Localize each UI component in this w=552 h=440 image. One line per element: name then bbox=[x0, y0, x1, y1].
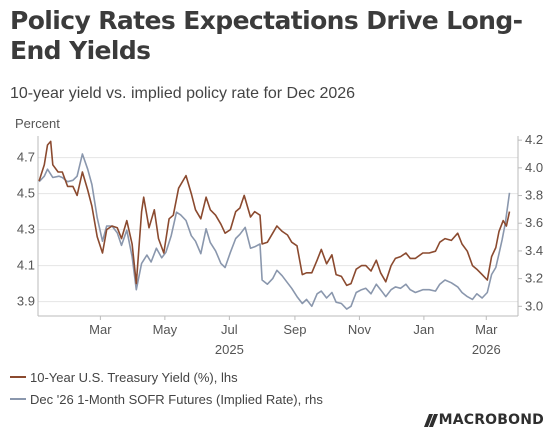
x-tick-label: Jan bbox=[413, 322, 434, 337]
year-label: 2026 bbox=[472, 342, 501, 357]
legend: 10-Year U.S. Treasury Yield (%), lhs Dec… bbox=[10, 366, 323, 410]
x-tick-label: Sep bbox=[283, 322, 306, 337]
chart-subtitle: 10-year yield vs. implied policy rate fo… bbox=[10, 85, 356, 102]
x-tick-label: Mar bbox=[475, 322, 498, 337]
macrobond-mark-icon bbox=[423, 413, 438, 427]
legend-label-treasury: 10-Year U.S. Treasury Yield (%), lhs bbox=[30, 369, 238, 385]
series-line-sofr-futures bbox=[38, 153, 511, 310]
series-line-treasury-yield bbox=[38, 140, 511, 287]
left-tick-label: 4.5 bbox=[17, 186, 35, 201]
right-tick-label: 3.8 bbox=[525, 188, 543, 203]
left-tick-label: 4.3 bbox=[17, 222, 35, 237]
right-tick-label: 3.4 bbox=[525, 243, 543, 258]
series-lines bbox=[38, 140, 511, 310]
legend-item-treasury: 10-Year U.S. Treasury Yield (%), lhs bbox=[10, 366, 323, 388]
right-tick-label: 4.2 bbox=[525, 132, 543, 147]
x-tick-label: Mar bbox=[89, 322, 112, 337]
macrobond-logo-text: MACROBOND bbox=[438, 412, 544, 428]
right-tick-label: 3.2 bbox=[525, 271, 543, 286]
left-tick-label: 4.7 bbox=[17, 150, 35, 165]
legend-swatch-sofr bbox=[10, 398, 26, 400]
left-tick-label: 4.1 bbox=[17, 258, 35, 273]
grid-lines bbox=[38, 157, 518, 303]
x-tick-label: Nov bbox=[348, 322, 372, 337]
year-label: 2025 bbox=[215, 342, 244, 357]
right-tick-label: 4.0 bbox=[525, 160, 543, 175]
chart-title: Policy Rates Expectations Drive Long-End… bbox=[10, 6, 523, 65]
left-tick-label: 3.9 bbox=[17, 294, 35, 309]
axes bbox=[37, 136, 522, 320]
legend-item-sofr: Dec '26 1-Month SOFR Futures (Implied Ra… bbox=[10, 388, 323, 410]
macrobond-logo: MACROBOND bbox=[423, 412, 544, 428]
right-tick-label: 3.6 bbox=[525, 215, 543, 230]
legend-label-sofr: Dec '26 1-Month SOFR Futures (Implied Ra… bbox=[30, 391, 323, 407]
x-tick-label: Jul bbox=[221, 322, 238, 337]
legend-swatch-treasury bbox=[10, 376, 26, 378]
left-axis-unit-label: Percent bbox=[15, 116, 60, 131]
tick-labels: 3.9 4.1 4.3 4.5 4.7 3.0 3.2 3.4 3.6 3.8 4.0 4.2 Mar M… bbox=[17, 132, 543, 357]
x-tick-label: May bbox=[153, 322, 178, 337]
right-tick-label: 3.0 bbox=[525, 298, 543, 313]
